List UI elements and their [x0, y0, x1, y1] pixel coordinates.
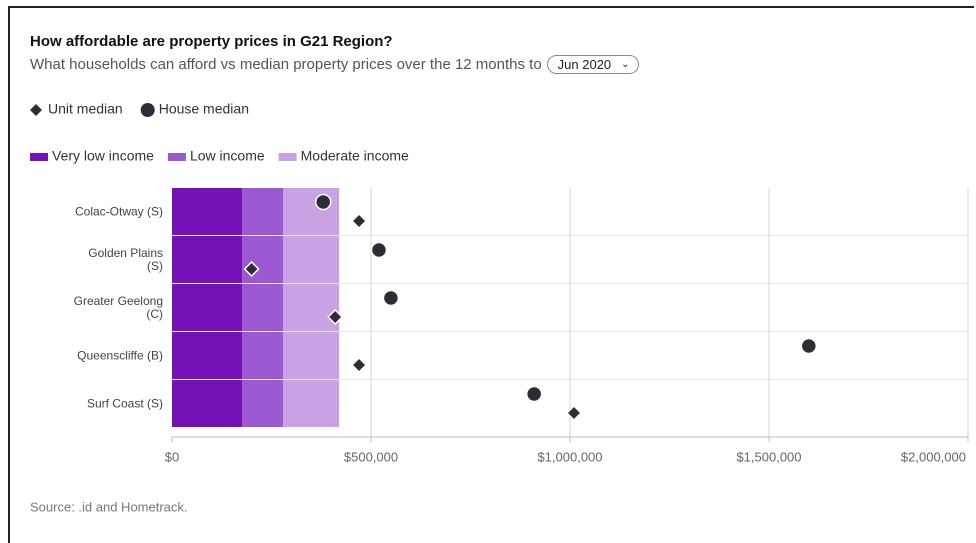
band	[283, 332, 340, 379]
period-dropdown[interactable]: Jun 2020 ⌄	[546, 55, 639, 74]
dropdown-value: Jun 2020	[557, 57, 612, 72]
house-marker	[382, 289, 400, 307]
subtitle: What households can afford vs median pro…	[30, 56, 542, 73]
x-tick-label: $2,000,000	[901, 449, 966, 464]
category-label: Greater Geelong (C)	[73, 294, 163, 321]
frame	[8, 6, 974, 543]
legend-label: Moderate income	[301, 148, 409, 164]
unit-marker	[327, 308, 344, 326]
house-marker	[314, 193, 332, 211]
category-label: Queenscliffe (B)	[77, 348, 163, 363]
band	[283, 380, 340, 427]
x-tick-label: $1,000,000	[537, 449, 602, 464]
category-label: Surf Coast (S)	[86, 396, 163, 411]
dropdown-arrow: ⌄	[621, 59, 630, 70]
band	[283, 188, 340, 235]
legend-marker	[30, 104, 42, 116]
legend-swatch	[278, 153, 297, 161]
unit-marker	[350, 212, 368, 230]
x-tick-label: $500,000	[344, 449, 398, 464]
x-tick-label: $0	[165, 449, 179, 464]
legend-swatch	[30, 153, 48, 161]
band	[172, 332, 243, 379]
band	[242, 284, 284, 331]
subtitle-row: What households can afford vs median pro…	[30, 55, 639, 74]
band	[242, 332, 284, 379]
band	[242, 236, 284, 283]
unit-marker	[350, 356, 368, 374]
unit-marker	[565, 404, 583, 422]
legend-swatch	[167, 153, 186, 161]
legend-label: Unit median	[48, 101, 123, 117]
band	[283, 236, 340, 283]
band	[242, 380, 284, 427]
legend-label: Low income	[190, 148, 265, 164]
category-label: Colac-Otway (S)	[74, 204, 163, 219]
unit-marker	[243, 260, 260, 278]
band	[172, 188, 243, 235]
house-marker	[370, 241, 388, 259]
band	[283, 284, 340, 331]
category-label: Golden Plains (S)	[88, 246, 163, 273]
x-tick-label: $1,500,000	[736, 449, 801, 464]
house-marker	[525, 385, 543, 403]
band	[172, 380, 243, 427]
legend-label: House median	[159, 101, 249, 117]
band	[172, 236, 243, 283]
chart-title: How affordable are property prices in G2…	[30, 33, 393, 50]
band	[242, 188, 284, 235]
legend-marker	[140, 103, 155, 117]
source: Source: .id and Hometrack.	[30, 499, 188, 514]
house-marker	[800, 337, 818, 355]
legend-label: Very low income	[52, 148, 154, 164]
band	[172, 284, 243, 331]
